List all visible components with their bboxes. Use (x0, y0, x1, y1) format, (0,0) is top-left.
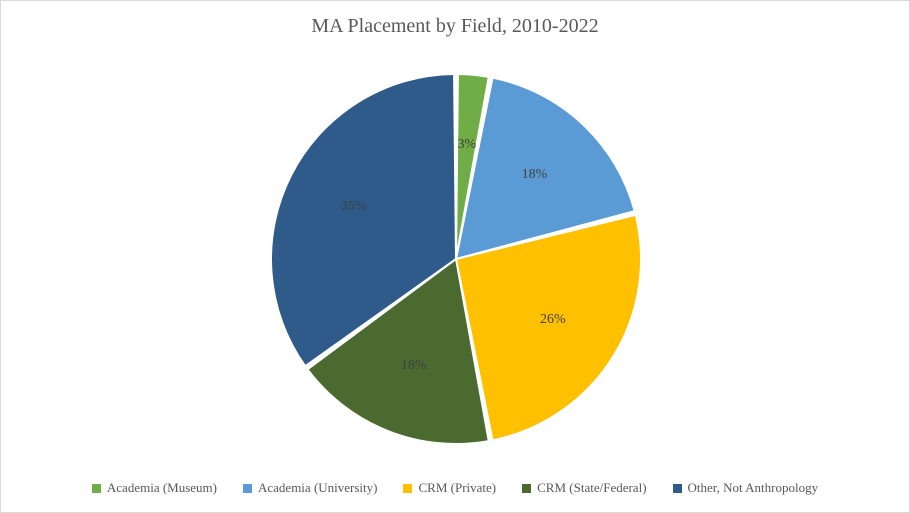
legend: Academia (Museum) Academia (University) CR… (1, 480, 909, 496)
legend-swatch (403, 484, 412, 493)
legend-item: Other, Not Anthropology (673, 480, 819, 496)
chart-frame: MA Placement by Field, 2010-2022 3% 18% 26… (0, 0, 910, 513)
slice-label: 35% (341, 199, 367, 215)
legend-swatch (92, 484, 101, 493)
legend-item: Academia (Museum) (92, 480, 217, 496)
slice-label: 26% (540, 312, 566, 328)
pie-chart (269, 72, 643, 446)
legend-label: CRM (Private) (418, 480, 496, 496)
legend-swatch (243, 484, 252, 493)
legend-swatch (522, 484, 531, 493)
slice-label: 18% (522, 167, 548, 183)
legend-item: CRM (Private) (403, 480, 496, 496)
chart-title: MA Placement by Field, 2010-2022 (1, 15, 909, 38)
legend-label: Academia (Museum) (107, 480, 217, 496)
legend-label: Academia (University) (258, 480, 377, 496)
legend-item: Academia (University) (243, 480, 377, 496)
legend-swatch (673, 484, 682, 493)
legend-label: Other, Not Anthropology (688, 480, 819, 496)
slice-label: 18% (401, 358, 427, 374)
slice-label: 3% (457, 137, 476, 153)
legend-label: CRM (State/Federal) (537, 480, 646, 496)
legend-item: CRM (State/Federal) (522, 480, 646, 496)
pie-chart-area: 3% 18% 26% 18% 35% (1, 59, 910, 459)
